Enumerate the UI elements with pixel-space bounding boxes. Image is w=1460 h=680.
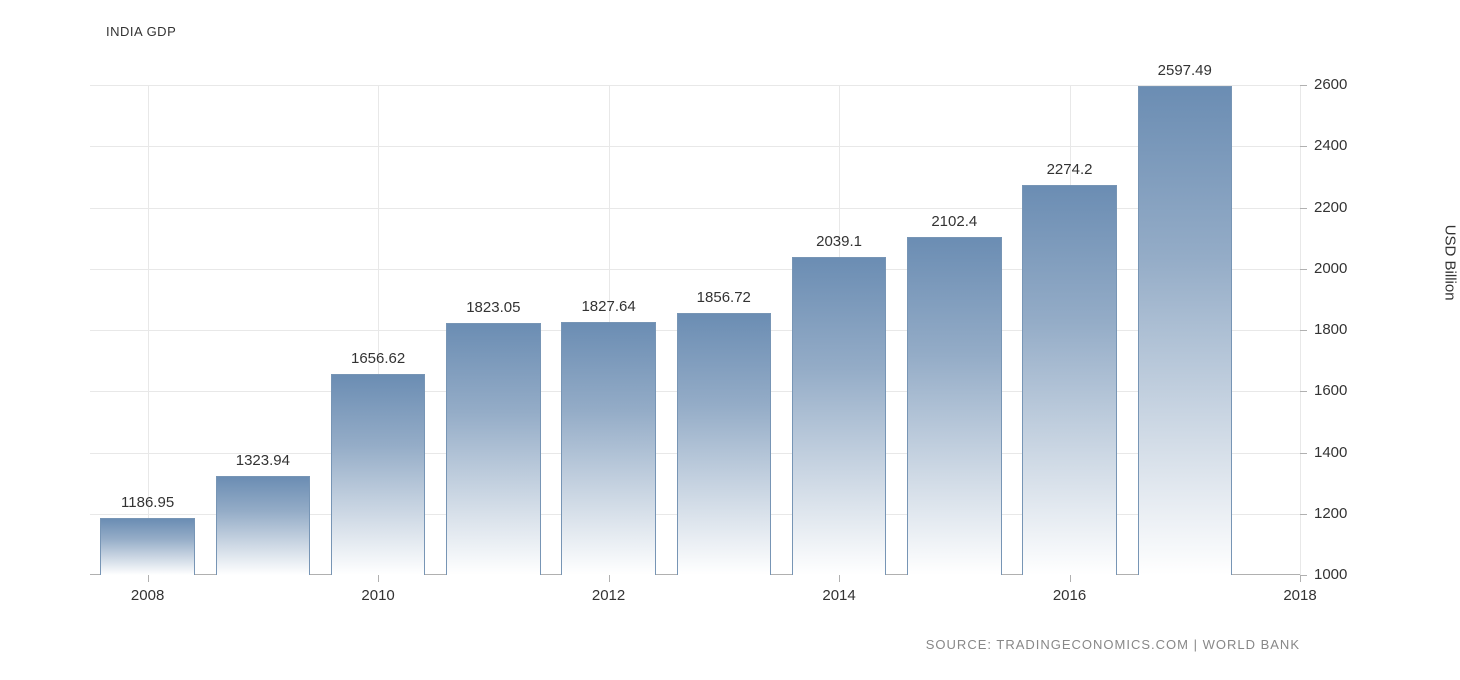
- bar: [216, 476, 310, 575]
- bar: [1138, 86, 1232, 575]
- x-tick-label: 2012: [592, 587, 625, 604]
- y-tick: [1300, 514, 1307, 515]
- x-tick-label: 2008: [131, 587, 164, 604]
- y-tick: [1300, 330, 1307, 331]
- y-tick-label: 2200: [1314, 199, 1347, 216]
- gridline-h: [90, 146, 1300, 147]
- y-tick-label: 2600: [1314, 76, 1347, 93]
- chart-title: INDIA GDP: [106, 24, 176, 39]
- bar-value-label: 1323.94: [236, 452, 290, 469]
- bar-value-label: 2102.4: [931, 213, 977, 230]
- y-tick-label: 2000: [1314, 260, 1347, 277]
- x-tick: [1300, 575, 1301, 582]
- source-attribution: SOURCE: TRADINGECONOMICS.COM | WORLD BAN…: [926, 637, 1300, 652]
- bar: [331, 374, 425, 575]
- bar-value-label: 1656.62: [351, 350, 405, 367]
- bar-value-label: 2274.2: [1047, 161, 1093, 178]
- gdp-chart: INDIA GDP 1000 1200 1400 1600 1800 2000 2200 24…: [0, 0, 1460, 680]
- y-tick-label: 1200: [1314, 505, 1347, 522]
- bar: [100, 518, 194, 575]
- y-tick: [1300, 146, 1307, 147]
- bar-value-label: 1186.95: [121, 494, 174, 511]
- bar: [677, 313, 771, 575]
- y-tick-label: 2400: [1314, 137, 1347, 154]
- y-tick-label: 1600: [1314, 382, 1347, 399]
- bar-value-label: 2039.1: [816, 233, 862, 250]
- bar: [792, 257, 886, 575]
- bar-value-label: 1827.64: [581, 298, 635, 315]
- gridline-h: [90, 85, 1300, 86]
- bar-value-label: 1856.72: [697, 289, 751, 306]
- bar: [446, 323, 540, 575]
- x-tick: [378, 575, 379, 582]
- y-tick-label: 1400: [1314, 444, 1347, 461]
- y-tick: [1300, 453, 1307, 454]
- bar: [1022, 185, 1116, 575]
- y-tick: [1300, 391, 1307, 392]
- x-tick-label: 2010: [361, 587, 394, 604]
- x-tick: [1070, 575, 1071, 582]
- bar: [907, 237, 1001, 575]
- y-tick: [1300, 575, 1307, 576]
- bar-value-label: 1823.05: [466, 299, 520, 316]
- bar: [561, 322, 655, 575]
- y-axis-title: USD Billion: [1442, 225, 1459, 301]
- x-tick-label: 2016: [1053, 587, 1086, 604]
- x-tick: [148, 575, 149, 582]
- y-tick: [1300, 208, 1307, 209]
- y-tick: [1300, 85, 1307, 86]
- x-tick: [839, 575, 840, 582]
- y-tick-label: 1800: [1314, 321, 1347, 338]
- y-tick: [1300, 269, 1307, 270]
- y-tick-label: 1000: [1314, 566, 1347, 583]
- x-tick: [609, 575, 610, 582]
- x-tick-label: 2014: [822, 587, 855, 604]
- gridline-h: [90, 269, 1300, 270]
- x-tick-label: 2018: [1283, 587, 1316, 604]
- gridline-h: [90, 208, 1300, 209]
- bar-value-label: 2597.49: [1158, 62, 1212, 79]
